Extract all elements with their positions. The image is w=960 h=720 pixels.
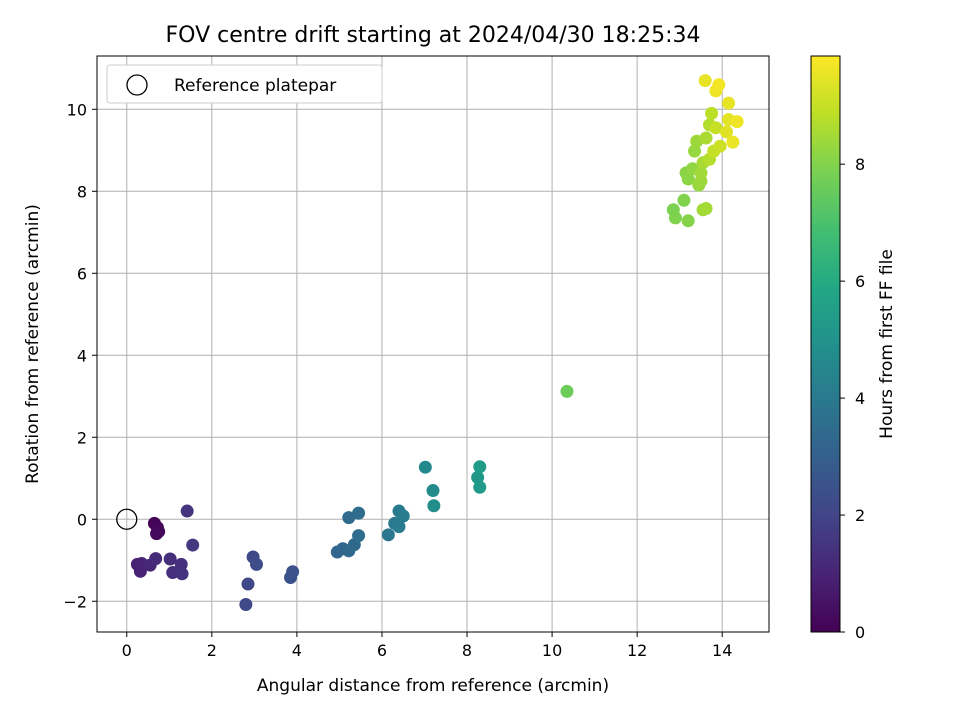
colorbar-tick-label: 6 (855, 272, 865, 291)
data-point (719, 125, 733, 139)
data-point (418, 460, 432, 474)
data-point (471, 470, 485, 484)
colorbar-ticks: 0 2 4 6 8 (840, 155, 865, 642)
x-tick-label: 10 (542, 641, 562, 660)
y-axis-label: Rotation from reference (arcmin) (23, 204, 43, 484)
data-point (163, 552, 177, 566)
data-point (286, 565, 300, 579)
data-point (694, 166, 708, 180)
x-tick-label: 4 (292, 641, 302, 660)
data-point (174, 557, 188, 571)
y-axis-ticks: −2 0 2 4 6 8 10 (63, 100, 97, 611)
x-axis-ticks: 0 2 4 6 8 10 12 14 (122, 632, 732, 660)
data-point (427, 499, 441, 513)
plot-area (97, 56, 769, 632)
data-point (705, 106, 719, 120)
x-axis-label: Angular distance from reference (arcmin) (257, 676, 609, 696)
data-point (698, 74, 712, 88)
data-point (473, 480, 487, 494)
y-tick-label: −2 (63, 592, 87, 611)
chart-title: FOV centre drift starting at 2024/04/30 … (166, 23, 701, 48)
data-point (133, 564, 147, 578)
data-point (699, 131, 713, 145)
legend-marker-icon (126, 74, 148, 96)
y-tick-label: 10 (67, 100, 87, 119)
x-tick-label: 8 (462, 641, 472, 660)
colorbar-tick-label: 4 (855, 389, 865, 408)
data-point (699, 202, 713, 216)
data-point (239, 598, 253, 612)
legend-box (106, 64, 383, 104)
data-point (149, 552, 163, 566)
data-point (681, 214, 695, 228)
data-point (560, 384, 574, 398)
legend: Reference platepar (106, 64, 383, 104)
data-point (352, 529, 366, 543)
data-point (426, 484, 440, 498)
data-point (392, 520, 406, 534)
data-point (668, 211, 682, 225)
y-tick-label: 8 (77, 182, 87, 201)
data-point (396, 509, 410, 523)
colorbar-label: Hours from first FF file (877, 249, 897, 439)
data-point (722, 96, 736, 110)
data-point (150, 527, 164, 541)
data-point (381, 528, 395, 542)
x-tick-label: 6 (377, 641, 387, 660)
data-point (342, 511, 356, 525)
data-point (249, 557, 263, 571)
x-tick-label: 14 (712, 641, 732, 660)
data-point (677, 193, 691, 207)
data-point (352, 506, 366, 520)
colorbar-tick-label: 2 (855, 506, 865, 525)
colorbar: 0 2 4 6 8 Hours from first FF file (810, 55, 897, 642)
reference-point (116, 508, 138, 530)
data-point (241, 577, 255, 591)
data-point (186, 538, 200, 552)
reference-marker (116, 508, 138, 530)
y-tick-label: 0 (77, 510, 87, 529)
plot-frame (96, 55, 770, 633)
data-point (726, 135, 740, 149)
colorbar-gradient (810, 55, 841, 633)
legend-entry-reference: Reference platepar (174, 76, 336, 96)
data-point (712, 78, 726, 92)
data-point (713, 139, 727, 153)
colorbar-tick-label: 0 (855, 623, 865, 642)
data-point (473, 460, 487, 474)
x-tick-label: 12 (627, 641, 647, 660)
x-tick-label: 2 (207, 641, 217, 660)
data-points (130, 74, 744, 612)
data-point (175, 567, 189, 581)
data-point (688, 144, 702, 158)
colorbar-tick-label: 8 (855, 155, 865, 174)
data-point (709, 121, 723, 135)
data-point (681, 172, 695, 186)
y-tick-label: 2 (77, 428, 87, 447)
x-tick-label: 0 (122, 641, 132, 660)
data-point (180, 504, 194, 518)
y-tick-label: 6 (77, 264, 87, 283)
y-tick-label: 4 (77, 346, 87, 365)
data-point (730, 115, 744, 129)
